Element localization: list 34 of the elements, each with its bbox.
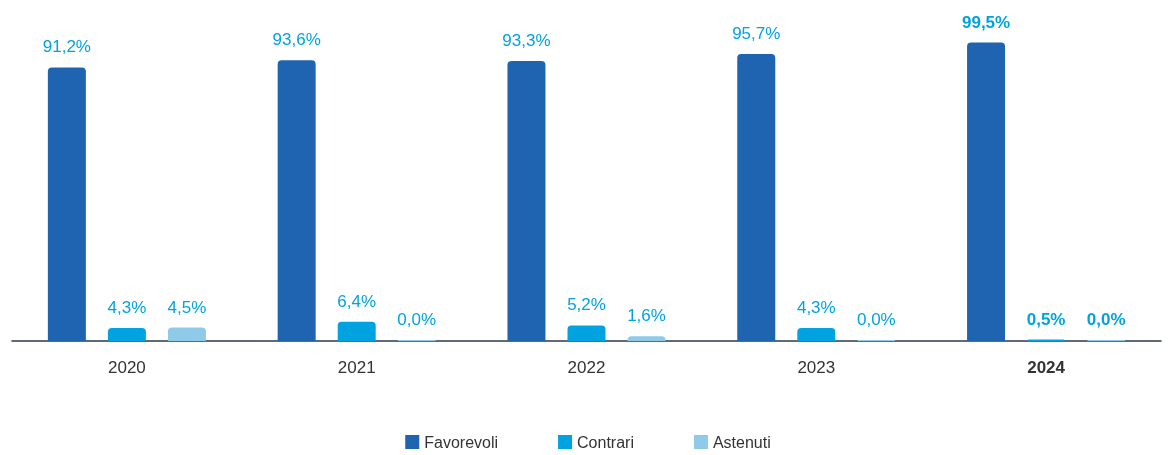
- bar: [737, 53, 776, 341]
- x-tick-label: 2021: [337, 358, 376, 377]
- data-label: 5,2%: [567, 295, 606, 315]
- x-tick-label: 2022: [567, 358, 606, 377]
- data-label: 1,6%: [627, 306, 666, 326]
- x-tick-label: 2024: [1027, 358, 1066, 377]
- data-label: 0,5%: [1026, 309, 1066, 329]
- bar: [797, 328, 836, 341]
- bar: [507, 61, 546, 341]
- data-label: 95,7%: [732, 23, 781, 43]
- data-label: 4,5%: [167, 297, 207, 317]
- x-tick-label: 2023: [797, 358, 836, 377]
- bar: [567, 325, 606, 341]
- legend-label: Favorevoli: [424, 433, 499, 451]
- data-label: 91,2%: [42, 37, 91, 57]
- data-label: 99,5%: [961, 12, 1011, 32]
- data-label: 4,3%: [107, 298, 147, 318]
- data-label: 0,0%: [856, 310, 896, 329]
- bar: [627, 336, 666, 341]
- data-label: 0,0%: [1086, 310, 1126, 329]
- legend-label: Contrari: [577, 433, 634, 451]
- data-label: 0,0%: [397, 310, 437, 329]
- legend-label: Astenuti: [712, 433, 771, 451]
- bar: [47, 67, 86, 341]
- bar: [167, 327, 206, 341]
- data-label: 93,3%: [502, 31, 551, 51]
- bar: [107, 328, 146, 341]
- bar: [967, 42, 1006, 341]
- bar: [277, 60, 316, 341]
- x-tick-label: 2020: [107, 358, 146, 377]
- data-label: 4,3%: [796, 298, 836, 318]
- bar: [337, 321, 376, 341]
- data-label: 6,4%: [337, 291, 377, 311]
- data-label: 93,6%: [272, 30, 321, 50]
